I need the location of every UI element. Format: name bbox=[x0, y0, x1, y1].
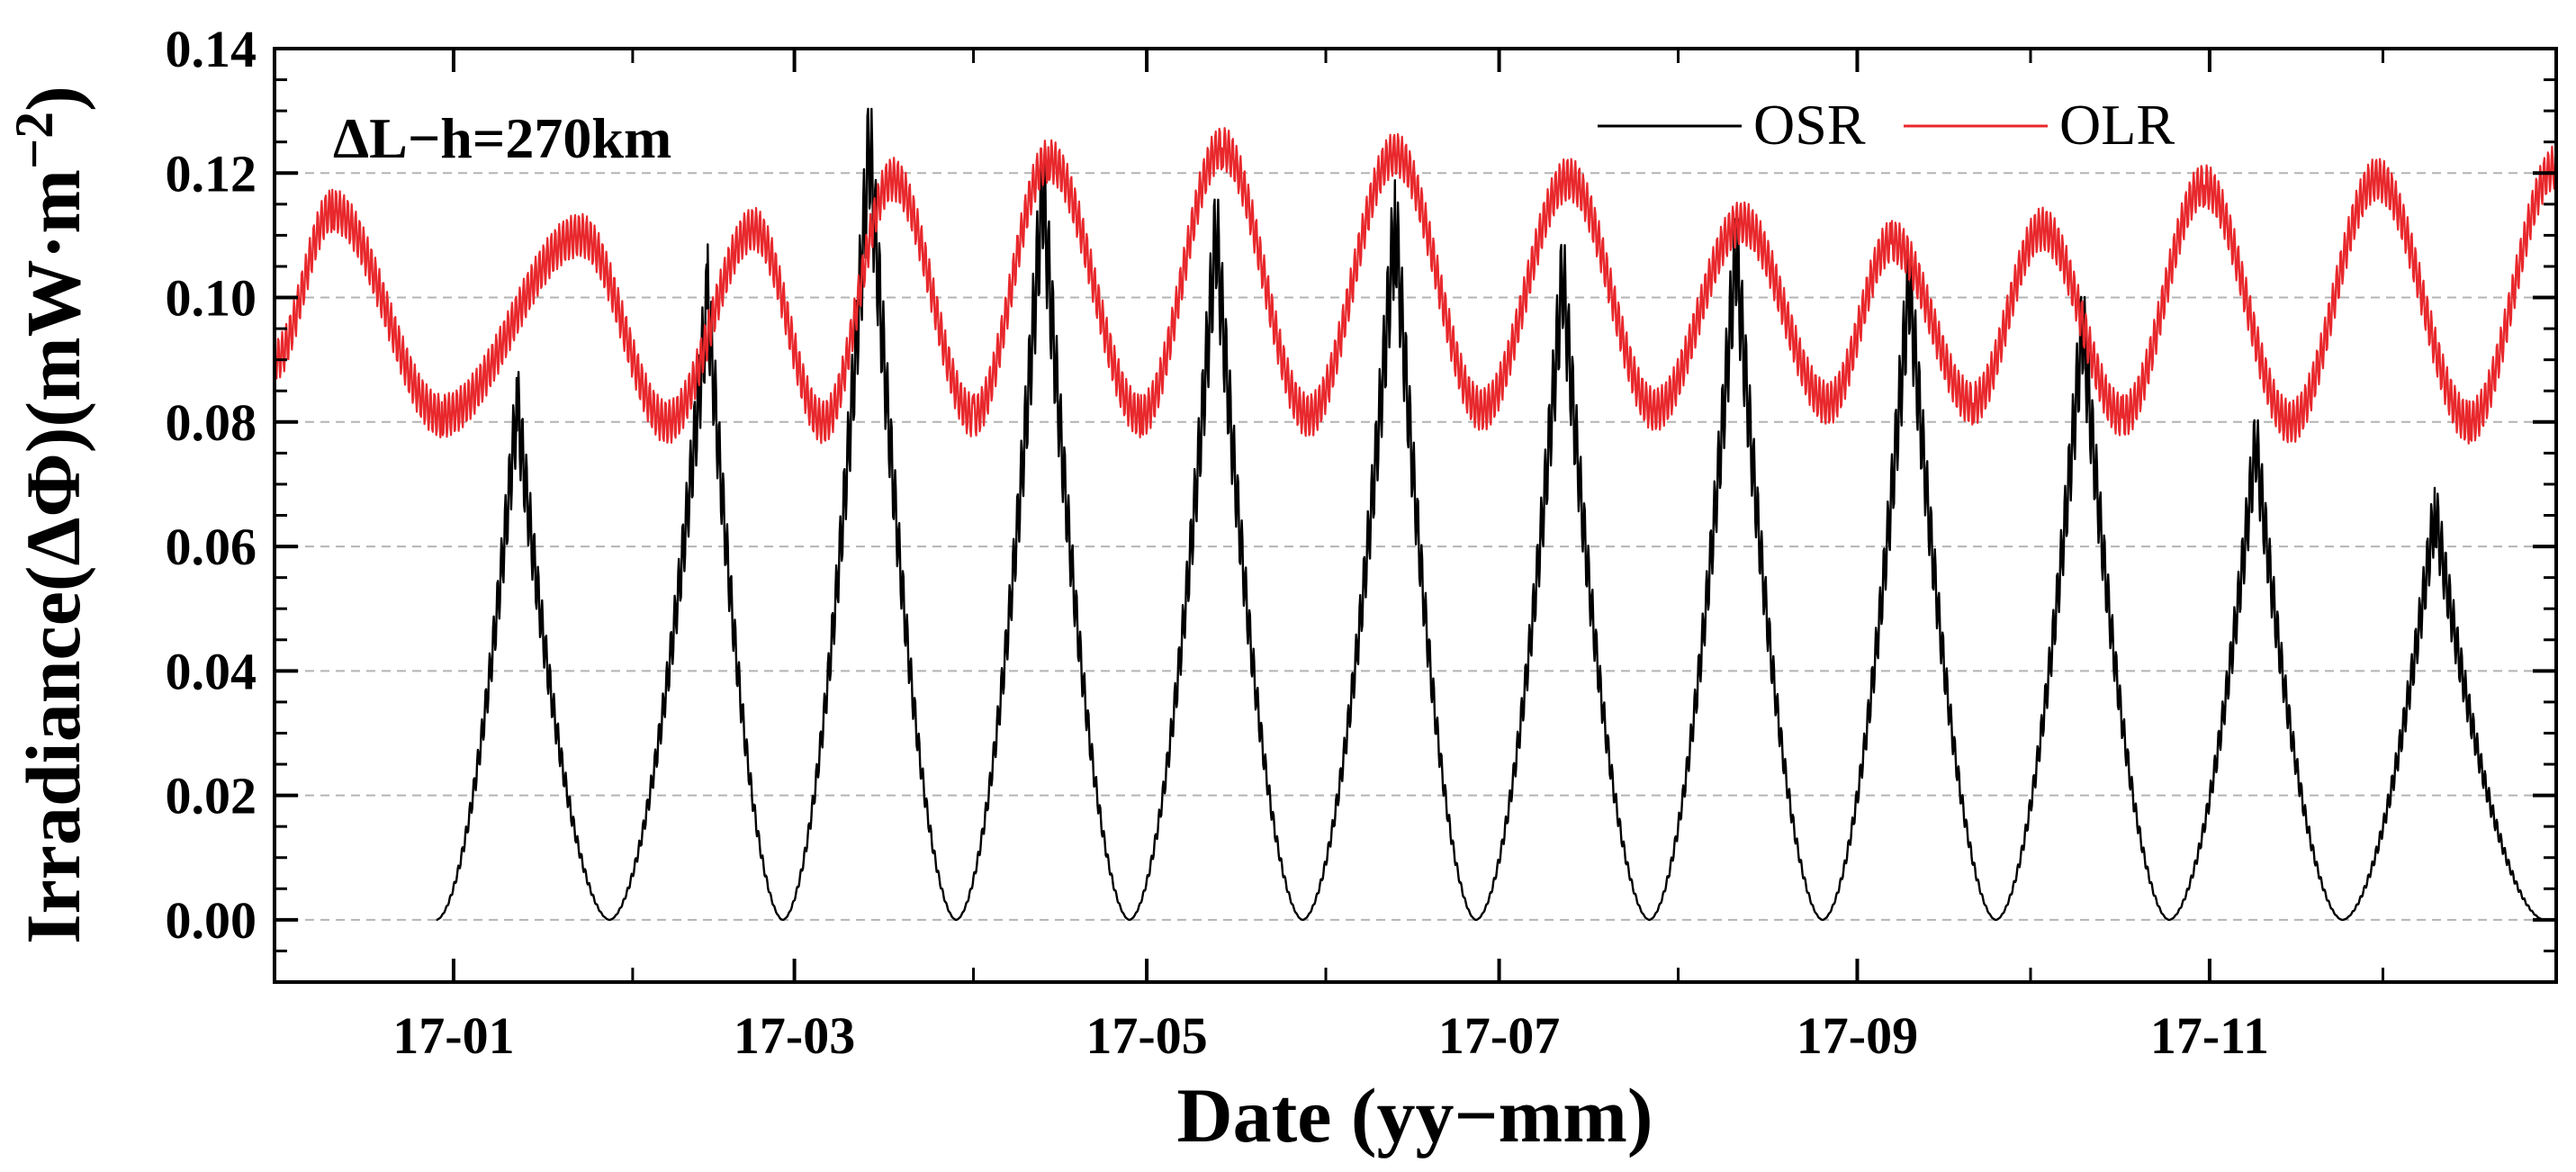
x-tick-label: 17-11 bbox=[2150, 1006, 2269, 1065]
y-axis-title: Irradiance(ΔΦ)(mW·m−2) bbox=[5, 86, 96, 944]
y-tick-label: 0.08 bbox=[166, 393, 257, 452]
series-line-olr bbox=[275, 127, 2556, 445]
y-tick-label: 0.04 bbox=[166, 642, 257, 700]
legend-label-olr: OLR bbox=[2059, 93, 2175, 157]
chart-annotation: ΔL−h=270km bbox=[333, 106, 671, 170]
legend-label-osr: OSR bbox=[1753, 93, 1866, 157]
series-line-osr bbox=[436, 107, 2546, 922]
y-tick-label: 0.10 bbox=[166, 269, 257, 328]
y-tick-label: 0.14 bbox=[166, 20, 257, 78]
axis-ticks: 0.00 0.02 0.04 0.06 0.08 0.10 0.12 0.14 17-01 17-… bbox=[166, 20, 2556, 1065]
legend: OSR OLR bbox=[1598, 93, 2175, 157]
x-tick-label: 17-03 bbox=[734, 1006, 855, 1065]
x-tick-label: 17-05 bbox=[1085, 1006, 1207, 1065]
y-tick-label: 0.06 bbox=[166, 518, 257, 576]
x-tick-label: 17-01 bbox=[392, 1006, 514, 1065]
y-tick-label: 0.00 bbox=[166, 891, 257, 950]
x-axis-title: Date (yy−mm) bbox=[1177, 1072, 1653, 1158]
y-tick-label: 0.12 bbox=[166, 144, 257, 203]
y-tick-label: 0.02 bbox=[166, 767, 257, 825]
x-tick-label: 17-07 bbox=[1438, 1006, 1560, 1065]
series-layer bbox=[275, 107, 2556, 922]
x-tick-label: 17-09 bbox=[1797, 1006, 1918, 1065]
